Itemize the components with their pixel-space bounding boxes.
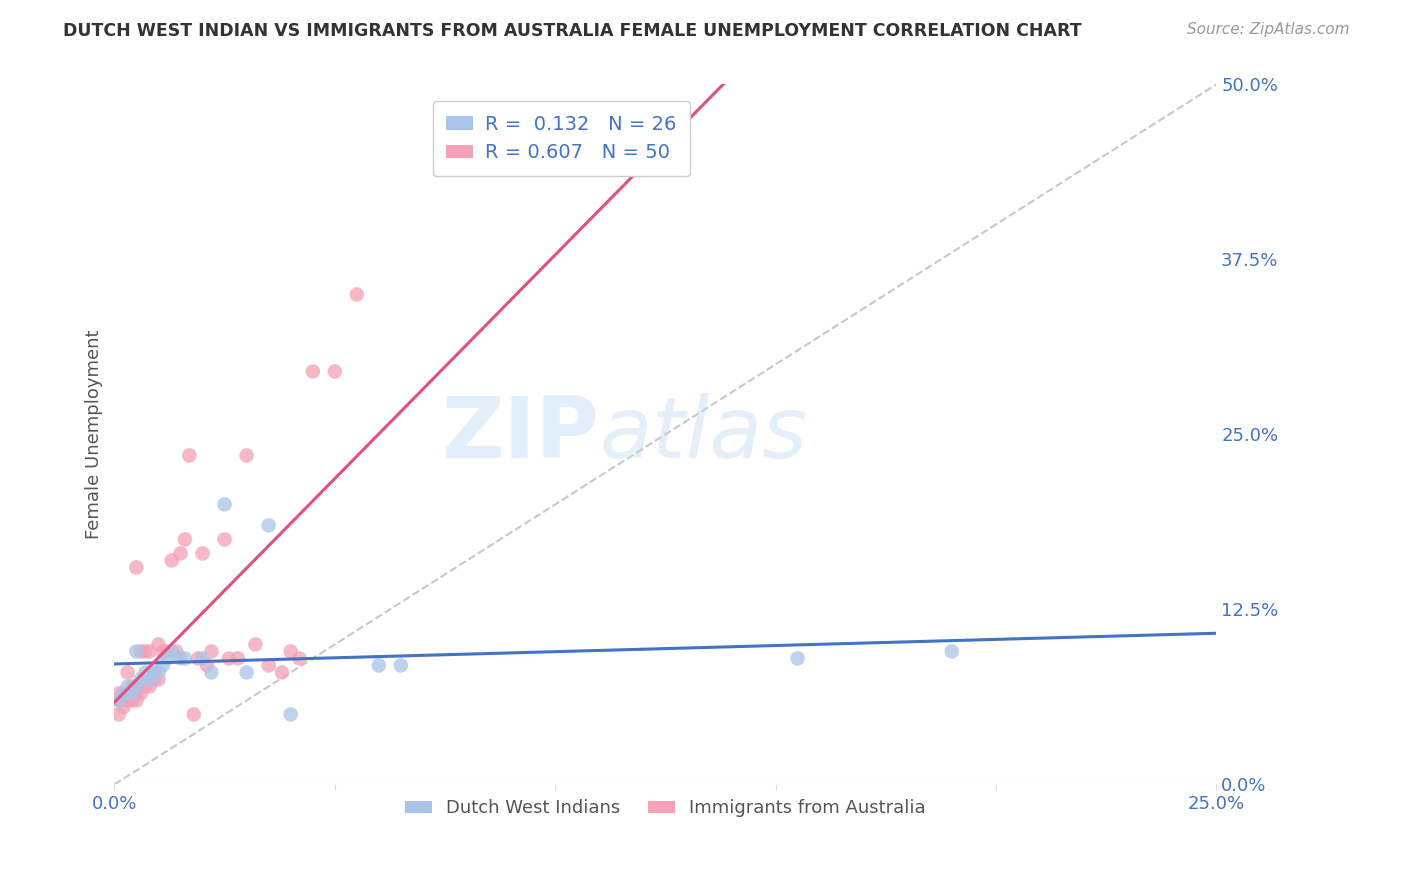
Text: DUTCH WEST INDIAN VS IMMIGRANTS FROM AUSTRALIA FEMALE UNEMPLOYMENT CORRELATION C: DUTCH WEST INDIAN VS IMMIGRANTS FROM AUS… — [63, 22, 1081, 40]
Point — [121, 686, 143, 700]
Point — [323, 364, 346, 378]
Point — [941, 644, 963, 658]
Point — [200, 665, 222, 680]
Point — [389, 658, 412, 673]
Point — [214, 498, 236, 512]
Point — [121, 686, 143, 700]
Point — [235, 665, 257, 680]
Point — [108, 707, 131, 722]
Point — [160, 644, 183, 658]
Point — [117, 680, 139, 694]
Point — [346, 287, 368, 301]
Point — [226, 651, 249, 665]
Point — [257, 518, 280, 533]
Point — [218, 651, 240, 665]
Point — [143, 665, 166, 680]
Point — [117, 665, 139, 680]
Point — [280, 707, 302, 722]
Point — [148, 637, 170, 651]
Point — [125, 686, 148, 700]
Text: atlas: atlas — [599, 393, 807, 476]
Point — [156, 644, 179, 658]
Point — [125, 680, 148, 694]
Point — [152, 658, 174, 673]
Point — [191, 651, 214, 665]
Point — [129, 680, 152, 694]
Text: Source: ZipAtlas.com: Source: ZipAtlas.com — [1187, 22, 1350, 37]
Legend: Dutch West Indians, Immigrants from Australia: Dutch West Indians, Immigrants from Aust… — [398, 792, 934, 824]
Point — [169, 651, 191, 665]
Point — [187, 651, 209, 665]
Point — [108, 693, 131, 707]
Point — [143, 665, 166, 680]
Point — [121, 680, 143, 694]
Point — [257, 658, 280, 673]
Point — [117, 693, 139, 707]
Point — [174, 533, 197, 547]
Point — [148, 673, 170, 687]
Point — [121, 693, 143, 707]
Point — [129, 644, 152, 658]
Point — [112, 686, 135, 700]
Point — [245, 637, 267, 651]
Point — [112, 693, 135, 707]
Point — [191, 546, 214, 560]
Point — [112, 686, 135, 700]
Point — [174, 651, 197, 665]
Point — [200, 644, 222, 658]
Point — [288, 651, 311, 665]
Point — [143, 673, 166, 687]
Point — [138, 644, 160, 658]
Point — [125, 644, 148, 658]
Point — [195, 658, 218, 673]
Point — [169, 546, 191, 560]
Point — [112, 700, 135, 714]
Point — [134, 680, 156, 694]
Point — [280, 644, 302, 658]
Point — [183, 707, 205, 722]
Point — [165, 644, 187, 658]
Point — [108, 693, 131, 707]
Point — [214, 533, 236, 547]
Point — [125, 693, 148, 707]
Point — [125, 560, 148, 574]
Point — [129, 673, 152, 687]
Y-axis label: Female Unemployment: Female Unemployment — [86, 330, 103, 539]
Point — [134, 644, 156, 658]
Text: ZIP: ZIP — [441, 393, 599, 476]
Point — [134, 665, 156, 680]
Point — [179, 449, 201, 463]
Point — [148, 665, 170, 680]
Point — [117, 686, 139, 700]
Point — [138, 673, 160, 687]
Point — [367, 658, 389, 673]
Point — [270, 665, 292, 680]
Point — [138, 680, 160, 694]
Point — [301, 364, 323, 378]
Point — [129, 686, 152, 700]
Point — [235, 449, 257, 463]
Point — [152, 644, 174, 658]
Point — [108, 686, 131, 700]
Point — [156, 651, 179, 665]
Point — [160, 553, 183, 567]
Point — [786, 651, 808, 665]
